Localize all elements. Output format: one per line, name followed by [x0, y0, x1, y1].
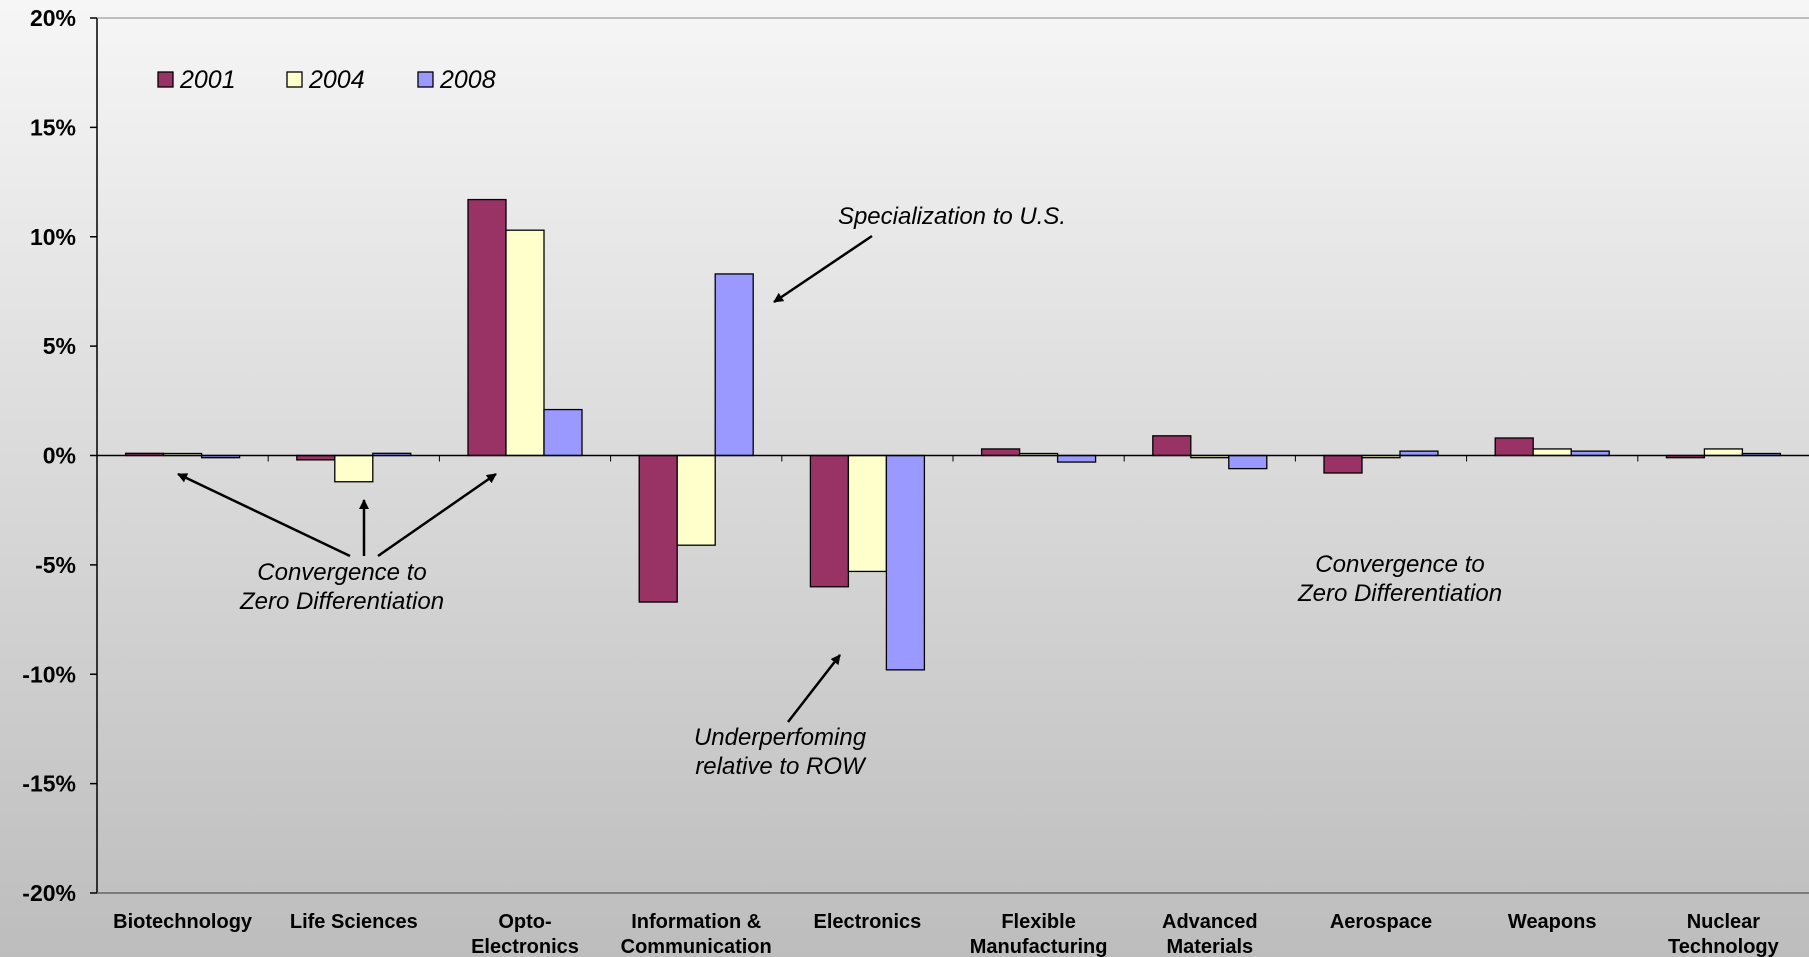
- legend-swatch-2001: [157, 71, 174, 88]
- bar-2004-2: [505, 229, 545, 457]
- y-tick-label: -15%: [22, 771, 76, 797]
- y-tick-label: -5%: [35, 552, 76, 578]
- x-tick-label-line: Materials: [1166, 936, 1253, 957]
- x-tick-label-line: Information &: [631, 911, 761, 933]
- annotation-text: Convergence to Zero Differentiation: [239, 559, 444, 615]
- x-tick-label-line: Biotechnology: [113, 911, 253, 933]
- x-tick-label-line: Life Sciences: [290, 911, 418, 933]
- x-tick-label-line: Flexible: [1001, 911, 1075, 933]
- annotation-arrow: [773, 234, 873, 304]
- y-tick-label: 5%: [43, 333, 76, 359]
- bar-2001-8: [1494, 437, 1534, 457]
- bar-2001-3: [638, 454, 678, 603]
- bar-2001-6: [1152, 435, 1192, 457]
- x-tick-label: Flexible Manufacturing: [970, 911, 1108, 957]
- annotation-arrow: [177, 472, 351, 558]
- bar-2004-4: [847, 454, 888, 573]
- x-tick-label-line: Weapons: [1508, 911, 1597, 933]
- x-axis-ticks: Biotechnology Life Sciences Opto- Electroni…: [113, 455, 1780, 957]
- legend-label-2008: 2008: [439, 66, 496, 94]
- x-tick-label-line: Opto-: [498, 911, 551, 933]
- annotation-text: Underperfoming relative to ROW: [694, 724, 867, 780]
- bar-2004-8: [1532, 448, 1572, 457]
- annotation-text: Specialization to U.S.: [838, 203, 1066, 230]
- bar-2008-4: [885, 454, 926, 671]
- annotation-arrow: [377, 472, 497, 558]
- annotation-line: Convergence to: [1315, 551, 1484, 578]
- x-tick-label: Electronics: [813, 911, 921, 933]
- bar-2004-9: [1703, 448, 1744, 457]
- bars: [124, 198, 1782, 671]
- bar-2004-1: [334, 454, 374, 483]
- annotation-line: Convergence to: [257, 559, 426, 586]
- x-tick-label-line: Nuclear: [1687, 911, 1761, 933]
- x-tick-label-line: Advanced: [1162, 911, 1258, 933]
- bar-2008-5: [1056, 454, 1097, 463]
- x-tick-label: Opto- Electronics: [471, 911, 579, 957]
- bar-2008-2: [543, 408, 583, 457]
- x-tick-label: Biotechnology: [113, 911, 253, 933]
- bar-2004-3: [676, 454, 716, 546]
- x-tick-label: Advanced Materials: [1162, 911, 1258, 957]
- annotations: Specialization to U.S.Convergence to Zero…: [239, 203, 1502, 780]
- annotation-line: Specialization to U.S.: [838, 203, 1066, 230]
- bar-2001-7: [1323, 454, 1363, 474]
- legend-label-2001: 2001: [179, 66, 236, 94]
- annotation-arrow: [787, 654, 841, 723]
- x-tick-label: Weapons: [1508, 911, 1597, 933]
- x-tick-label-line: Aerospace: [1330, 911, 1432, 933]
- legend-swatch-2004: [286, 71, 303, 88]
- y-tick-label: 10%: [30, 224, 76, 250]
- annotation-line: Zero Differentiation: [239, 588, 444, 615]
- bar-2001-4: [809, 454, 850, 588]
- x-tick-label-line: Electronics: [813, 911, 921, 933]
- x-tick-label-line: Technology: [1668, 936, 1780, 957]
- annotation-line: Underperfoming: [694, 724, 867, 751]
- legend: 2001 2004 2008: [157, 66, 496, 94]
- bar-2001-2: [467, 198, 507, 457]
- bar-2001-5: [980, 448, 1021, 457]
- y-tick-label: 15%: [30, 114, 76, 140]
- y-tick-label: 0%: [43, 443, 76, 469]
- y-axis-ticks: -20% -15% -10% -5% 0% 5% 10% 15% 20%: [22, 5, 97, 906]
- x-tick-label: Aerospace: [1330, 911, 1432, 933]
- axes: [96, 17, 1809, 894]
- x-tick-label-line: Manufacturing: [970, 936, 1108, 957]
- y-tick-label: -10%: [22, 661, 76, 687]
- annotation-text: Convergence to Zero Differentiation: [1297, 551, 1502, 607]
- bar-2008-6: [1228, 454, 1268, 470]
- bar-2008-3: [714, 273, 754, 457]
- x-tick-label: Information & Communication: [621, 911, 772, 957]
- y-tick-label: 20%: [30, 5, 76, 31]
- y-tick-label: -20%: [22, 880, 76, 906]
- x-tick-label-line: Communication: [621, 936, 772, 957]
- x-tick-label: Nuclear Technology: [1668, 911, 1780, 957]
- annotation-arrows: [177, 234, 873, 723]
- x-tick-label: Life Sciences: [290, 911, 418, 933]
- annotation-line: relative to ROW: [695, 753, 867, 780]
- legend-label-2004: 2004: [308, 66, 365, 94]
- annotation-line: Zero Differentiation: [1297, 580, 1502, 607]
- legend-swatch-2008: [417, 71, 434, 88]
- x-tick-label-line: Electronics: [471, 936, 579, 957]
